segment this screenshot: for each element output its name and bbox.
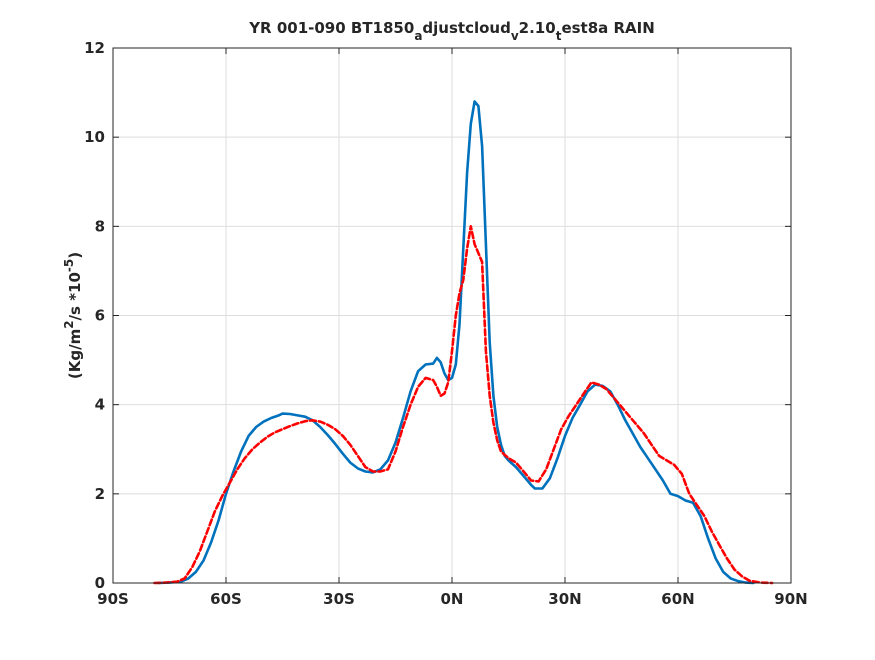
data-series <box>153 100 774 585</box>
label-segment: 2.10 <box>519 19 556 37</box>
subscript-segment: t <box>556 29 562 43</box>
chart-title: YR 001-090 BT1850adjustcloudv2.10test8a … <box>248 19 655 43</box>
label-segment: YR 001-090 BT1850 <box>248 19 414 37</box>
x-tick-label: 0N <box>441 590 464 608</box>
y-tick-label: 2 <box>95 485 105 503</box>
y-tick-label: 4 <box>95 396 105 414</box>
x-tick-label: 30N <box>548 590 581 608</box>
label-segment: (Kg/m <box>66 329 84 379</box>
x-tick-label: 30S <box>323 590 355 608</box>
label-segment: ) <box>66 252 84 259</box>
subscript-segment: v <box>511 29 519 43</box>
label-segment: djustcloud <box>422 19 510 37</box>
y-tick-label: 10 <box>84 128 105 146</box>
x-tick-label: 60N <box>661 590 694 608</box>
y-axis-label: (Kg/m2/s *10-5) <box>62 252 84 379</box>
superscript-segment: -5 <box>62 259 76 272</box>
x-tick-label: 60S <box>210 590 242 608</box>
x-tick-label: 90N <box>774 590 807 608</box>
x-tick-label: 90S <box>97 590 129 608</box>
y-tick-label: 6 <box>95 307 105 325</box>
series-line-2 <box>153 225 774 585</box>
axis-ticks: 90S 60S 30S 0N 30N 60N 90N 0 2 4 6 8 10 12 <box>84 39 808 608</box>
y-tick-label: 0 <box>95 574 105 592</box>
label-segment: /s *10 <box>66 272 84 320</box>
subscript-segment: a <box>414 29 422 43</box>
y-tick-label: 12 <box>84 39 105 57</box>
series-line-1 <box>156 100 755 585</box>
superscript-segment: 2 <box>62 320 76 328</box>
label-segment: est8a RAIN <box>561 19 654 37</box>
y-tick-label: 8 <box>95 217 105 235</box>
